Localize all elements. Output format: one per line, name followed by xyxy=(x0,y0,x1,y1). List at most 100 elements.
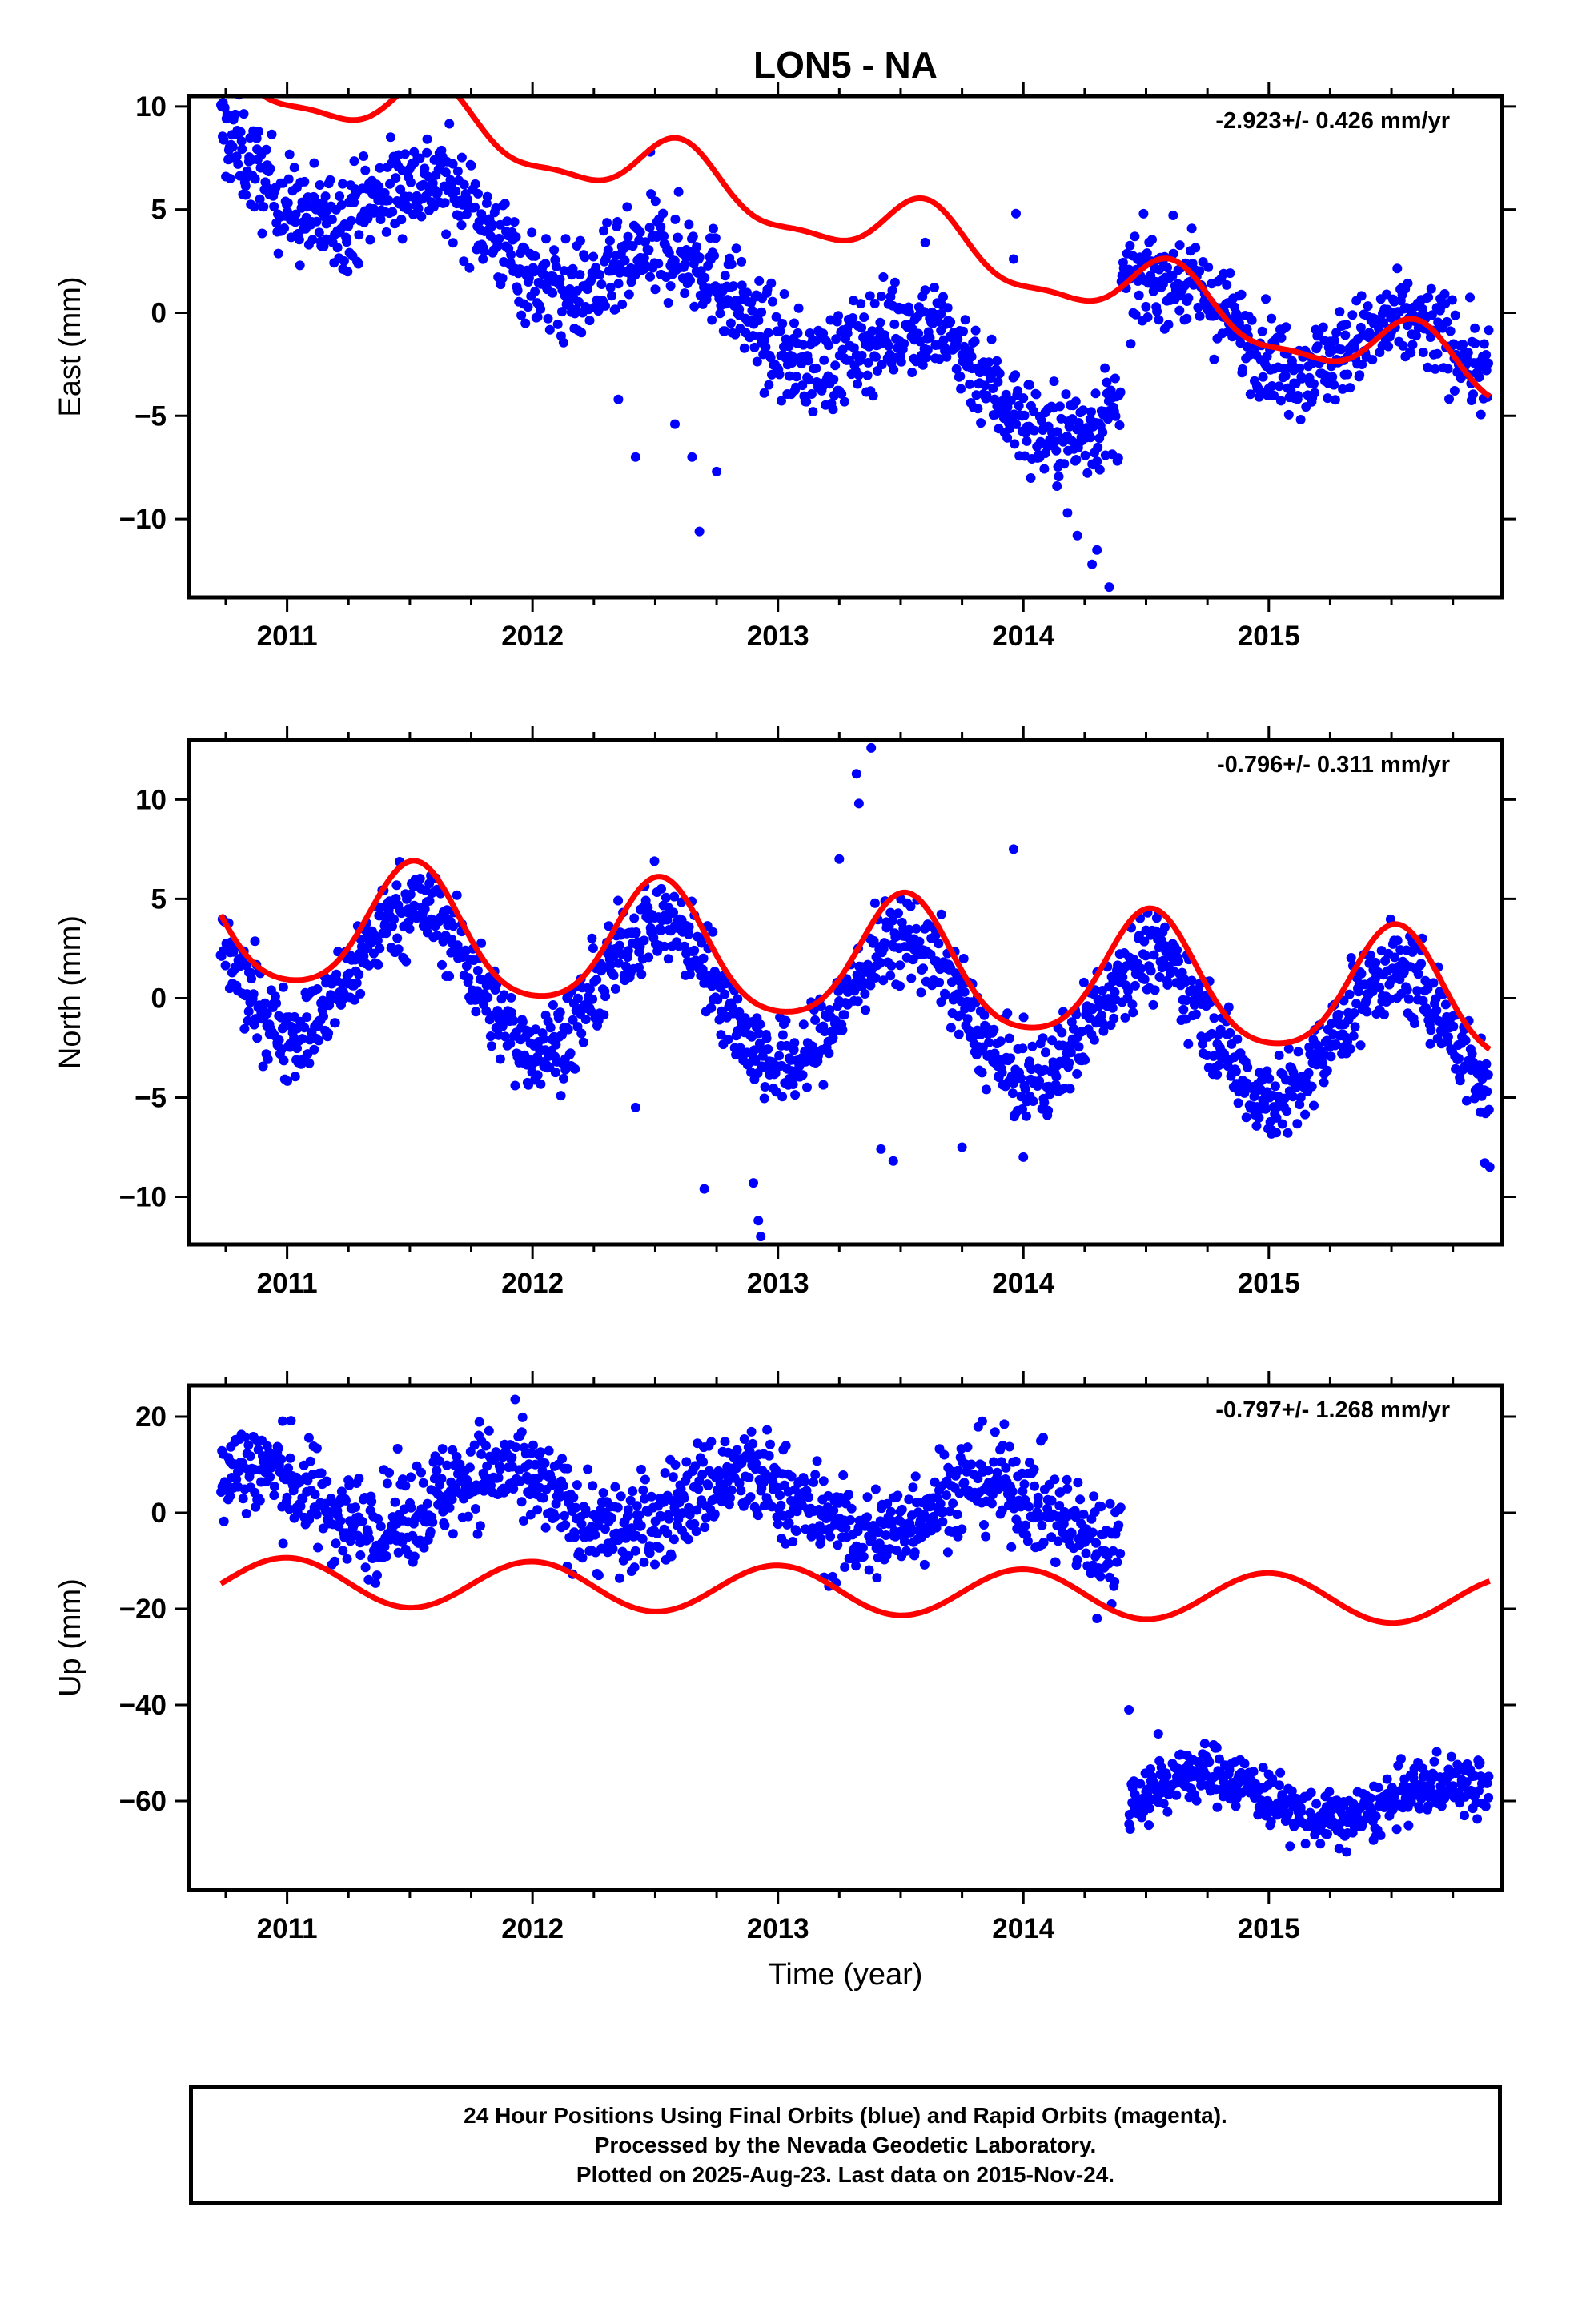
data-point xyxy=(1098,427,1108,437)
data-point xyxy=(690,1461,701,1471)
data-point xyxy=(1283,409,1294,420)
data-point xyxy=(1114,1520,1124,1530)
data-point xyxy=(1002,432,1013,443)
data-point xyxy=(831,334,841,344)
data-point xyxy=(599,226,608,236)
data-point xyxy=(575,235,585,246)
data-point xyxy=(599,1010,609,1020)
data-point xyxy=(332,243,343,253)
data-point xyxy=(1070,396,1081,407)
data-point xyxy=(640,1474,650,1485)
data-point xyxy=(563,1463,572,1474)
data-point xyxy=(631,927,641,937)
data-point xyxy=(386,132,396,143)
data-point xyxy=(789,1045,799,1055)
data-point xyxy=(516,1497,527,1507)
data-point xyxy=(452,890,462,900)
data-point xyxy=(476,938,487,948)
data-point xyxy=(406,1502,416,1513)
data-point xyxy=(1029,1464,1039,1474)
data-point xyxy=(325,175,335,185)
data-point xyxy=(524,273,534,283)
data-point xyxy=(397,165,408,175)
data-point xyxy=(768,296,777,307)
data-point xyxy=(1423,292,1434,303)
data-point xyxy=(951,364,962,374)
data-point xyxy=(1412,986,1423,996)
data-point xyxy=(550,1511,560,1522)
data-point xyxy=(1231,1066,1241,1076)
data-point-outlier xyxy=(1124,1705,1134,1715)
data-point xyxy=(536,1079,546,1089)
data-point xyxy=(262,1008,272,1019)
data-point xyxy=(939,1449,950,1460)
data-point xyxy=(645,271,655,282)
data-point xyxy=(1191,1795,1202,1806)
data-point xyxy=(331,1538,341,1549)
data-point xyxy=(440,167,451,178)
data-point xyxy=(1142,312,1153,322)
data-point xyxy=(1324,1787,1335,1797)
data-point xyxy=(464,1462,475,1473)
data-point xyxy=(656,222,666,232)
data-point xyxy=(789,318,799,328)
data-point xyxy=(1069,1023,1078,1034)
data-point xyxy=(877,360,887,370)
data-point xyxy=(588,1481,598,1491)
data-point xyxy=(396,215,407,225)
data-point xyxy=(1258,1763,1268,1773)
data-point xyxy=(669,907,678,918)
data-point xyxy=(261,144,271,155)
data-point xyxy=(1264,1073,1275,1084)
data-point xyxy=(260,998,270,1008)
data-point xyxy=(424,879,435,889)
data-point xyxy=(1484,1104,1494,1115)
data-point xyxy=(1112,1557,1122,1567)
data-point xyxy=(665,281,676,292)
data-point xyxy=(779,289,789,299)
x-tick-label: 2012 xyxy=(501,1268,564,1299)
data-point xyxy=(1448,1021,1459,1031)
data-point xyxy=(762,1425,773,1435)
data-point xyxy=(849,296,859,306)
data-point xyxy=(292,1043,302,1054)
data-point xyxy=(791,1526,801,1536)
data-point xyxy=(265,163,275,174)
data-point xyxy=(934,939,944,949)
data-point xyxy=(391,880,402,891)
data-point xyxy=(685,275,695,286)
data-point xyxy=(471,1007,481,1017)
data-point xyxy=(993,376,1003,387)
data-point xyxy=(819,355,829,365)
data-point xyxy=(405,889,416,899)
data-point xyxy=(1392,935,1403,946)
data-point xyxy=(925,332,935,343)
data-point xyxy=(1460,1035,1471,1046)
data-point xyxy=(1182,995,1191,1006)
data-point xyxy=(1196,1031,1207,1042)
data-point xyxy=(714,1015,725,1025)
data-point xyxy=(1345,1043,1355,1054)
data-point xyxy=(760,1082,770,1092)
data-point xyxy=(818,1476,829,1486)
data-point xyxy=(689,945,700,955)
data-point xyxy=(1011,419,1022,429)
data-point xyxy=(552,319,563,329)
data-point xyxy=(1281,322,1291,332)
plot-frame xyxy=(187,738,1504,1247)
data-point xyxy=(1010,1456,1021,1466)
data-point xyxy=(250,936,260,947)
data-point xyxy=(914,936,925,947)
data-point xyxy=(990,1427,1000,1437)
data-point xyxy=(393,944,404,955)
data-point xyxy=(614,1573,624,1583)
data-point xyxy=(1134,290,1144,300)
data-point xyxy=(726,1485,737,1495)
data-point xyxy=(919,307,930,317)
data-point xyxy=(916,987,926,998)
data-point xyxy=(1344,989,1355,999)
data-point xyxy=(1343,369,1353,380)
data-point xyxy=(697,964,708,975)
data-point xyxy=(1178,1004,1189,1015)
data-point xyxy=(278,982,288,992)
